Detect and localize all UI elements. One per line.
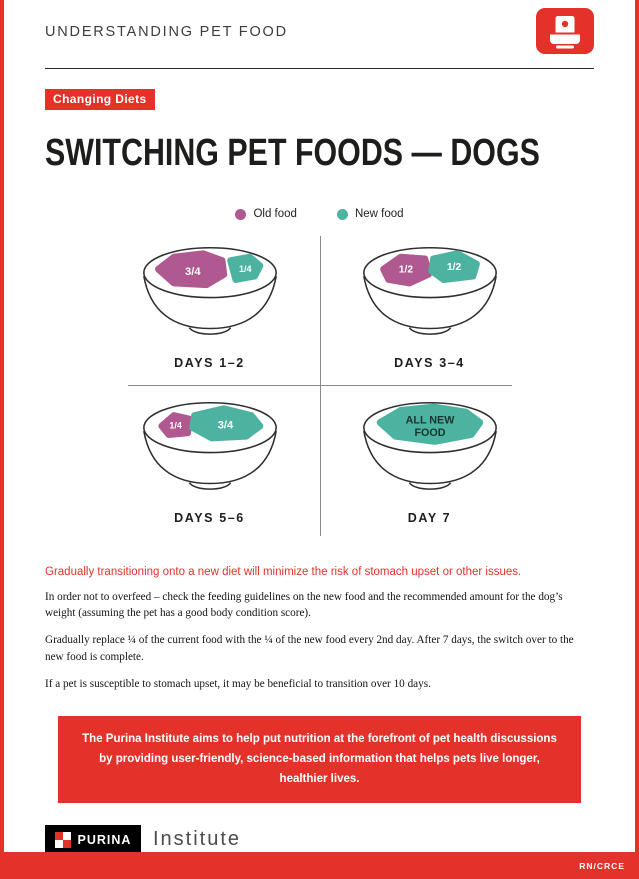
bowl-foot [188,482,231,490]
new-food-portion [427,250,480,283]
callout-box: The Purina Institute aims to help put nu… [58,716,581,803]
header-title: UNDERSTANDING PET FOOD [45,24,288,40]
legend-item-old-food: Old food [235,208,297,220]
bowl-caption: DAYS 5–6 [174,511,245,525]
portion-label-all-new-line1: ALL NEW [405,414,455,426]
bowl-illustration-days-5-6: 1/4 3/4 [142,401,277,490]
old-food-dot [235,208,247,220]
bowl-foot [408,327,451,335]
portion-label-all-new-line2: FOOD [414,427,445,439]
portion-label-new: 3/4 [217,420,233,432]
bowl-caption: DAY 7 [407,511,452,525]
header: UNDERSTANDING PET FOOD [45,8,594,62]
institute-wordmark: Institute [153,828,242,851]
bowl-foot [188,327,231,335]
bowl-days-3-4: 1/2 1/2 DAYS 3–4 [320,230,540,385]
legend: Old food New food [45,208,594,220]
old-food-portion [157,412,193,438]
new-food-dot [336,208,348,220]
portion-label-new: 1/2 [446,262,461,273]
feeder-base [556,45,574,49]
grid-divider-vertical [319,236,321,536]
bowl-days-1-2: 3/4 1/4 DAYS 1–2 [100,230,320,385]
changing-diets-badge: Changing Diets [45,89,155,110]
legend-item-new-food: New food [336,208,404,220]
page-title: SWITCHING PET FOODS — DOGS [45,132,540,174]
bowl-body [362,430,497,485]
checker-square [54,831,63,840]
feeder-bowl [550,34,580,44]
new-food-portion [226,253,263,283]
footer-bar: RN/CRCE [0,852,639,879]
intro-text: Gradually transitioning onto a new diet … [45,566,522,578]
bowl-foot [408,482,451,490]
portion-label-old: 3/4 [185,266,201,278]
bowl-caption: DAYS 1–2 [174,356,245,370]
header-rule [45,68,594,69]
paw-dot [561,20,569,28]
body-paragraph-1: In order not to overfeed – check the fee… [45,591,563,620]
bowl-body [142,275,277,330]
bowl-caption: DAYS 3–4 [394,356,465,370]
checker-square [62,839,71,848]
bowl-body [362,275,497,330]
legend-label-new-food: New food [354,208,404,220]
checker-square [62,831,71,840]
portion-label-old: 1/4 [169,421,182,431]
bowl-illustration-days-3-4: 1/2 1/2 [362,246,497,335]
checker-square [54,839,63,848]
bowl-grid: 3/4 1/4 DAYS 1–2 1/2 1/2 DAYS 3–4 [100,230,540,540]
purina-logo-box: PURINA [45,824,141,855]
purina-institute-logo: PURINA Institute [45,824,594,855]
footer-code: RN/CRCE [579,860,625,871]
body-paragraph-2: Gradually replace ¼ of the current food … [45,634,574,663]
page-border-left [0,0,4,879]
bowl-days-5-6: 1/4 3/4 DAYS 5–6 [100,385,320,540]
purina-checkerboard [54,831,71,848]
new-food-portion [376,403,483,445]
grid-divider-horizontal [127,385,512,386]
bowl-body [142,430,277,485]
portion-label-old: 1/2 [398,265,413,276]
purina-wordmark: PURINA [77,832,132,847]
pet-feeder-icon-svg [536,8,594,54]
bowl-illustration-day-7: ALL NEW FOOD [362,401,497,490]
portion-label-new: 1/4 [238,264,251,274]
old-food-portion [379,253,432,287]
page-border-right [635,0,639,879]
old-food-portion [154,250,227,289]
new-food-portion [188,405,263,442]
bowl-day-7: ALL NEW FOOD DAY 7 [320,385,540,540]
body-paragraph-3: If a pet is susceptible to stomach upset… [45,677,431,690]
pet-feeder-icon [536,8,594,54]
bowl-illustration-days-1-2: 3/4 1/4 [142,246,277,335]
legend-label-old-food: Old food [253,208,297,220]
